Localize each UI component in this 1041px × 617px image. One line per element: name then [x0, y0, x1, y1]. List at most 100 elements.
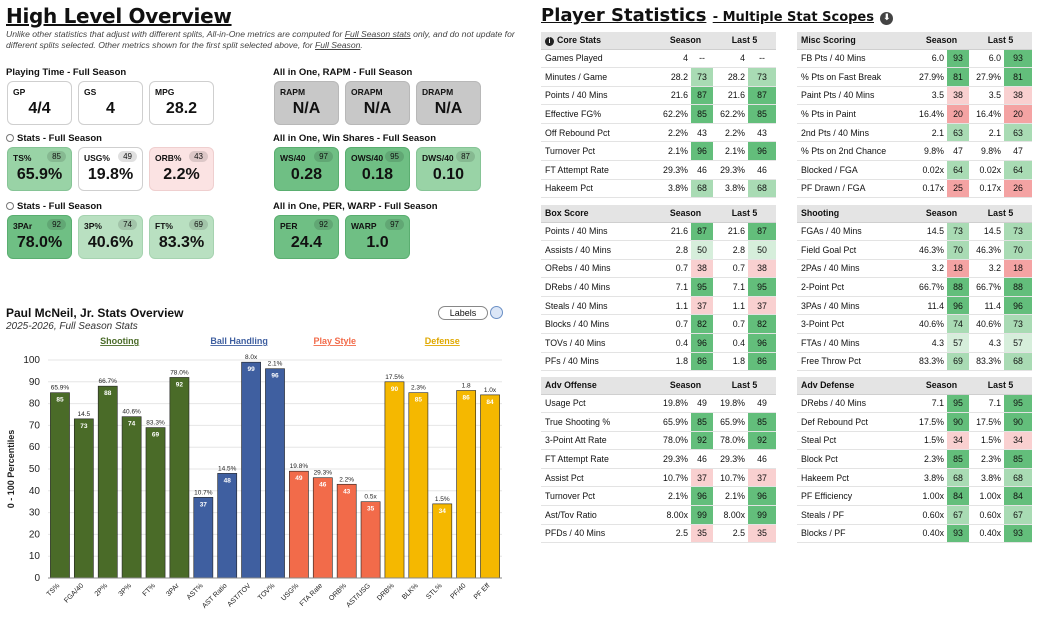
note-text: only, and do not update for different sp…: [6, 29, 515, 50]
radio-icon[interactable]: [6, 202, 14, 210]
column-header-season: Season: [914, 205, 970, 223]
last5-value: 78.0%: [713, 431, 749, 451]
table-header-row: Adv Offense Season Last 5: [541, 377, 777, 395]
card-label: ORAPM: [351, 87, 383, 97]
last5-value: 8.00x: [713, 505, 749, 525]
season-percentile: 96: [691, 141, 714, 162]
table-title-cell: Box Score: [541, 205, 658, 223]
season-value: 27.9%: [914, 67, 947, 87]
full-season-link[interactable]: Full Season stats: [344, 29, 411, 39]
table-title: Box Score: [545, 208, 589, 219]
radio-icon[interactable]: [6, 134, 14, 142]
y-tick-label: 80: [29, 399, 41, 410]
stat-name: Blocks / PF: [797, 524, 914, 544]
last5-percentile: 87: [748, 222, 777, 242]
chart-title: Paul McNeil, Jr. Stats Overview: [6, 306, 184, 320]
last5-value: 28.2: [713, 67, 749, 87]
x-tick-label: FT%: [142, 582, 157, 597]
stat-name: Points / 40 Mins: [541, 222, 658, 242]
season-value: 6.0: [914, 49, 947, 69]
last5-percentile: 37: [748, 468, 777, 488]
season-value: 0.17x: [914, 179, 947, 199]
last5-percentile: 81: [1004, 67, 1033, 87]
bar-percentile-label: 90: [391, 386, 399, 393]
season-percentile: 74: [947, 314, 970, 335]
season-percentile: 82: [691, 314, 714, 335]
season-value: 29.3%: [658, 449, 691, 469]
bar-percentile-label: 86: [463, 395, 471, 402]
percentile-badge: 95: [385, 151, 404, 162]
season-percentile: 46: [691, 449, 714, 469]
season-percentile: 63: [947, 123, 970, 143]
bar-percentile-label: 73: [80, 423, 88, 430]
stat-name: Points / 40 Mins: [541, 86, 658, 106]
table-row: Minutes / Game 28.2 73 28.2 73: [541, 67, 777, 87]
stat-name: Off Rebound Pct: [541, 123, 658, 143]
table-row: Assist Pct 10.7% 37 10.7% 37: [541, 468, 777, 488]
last5-percentile: --: [748, 49, 777, 69]
last5-value: 29.3%: [713, 449, 749, 469]
info-icon[interactable]: i: [545, 36, 554, 46]
season-percentile: 67: [947, 505, 970, 525]
last5-percentile: 63: [1004, 123, 1033, 143]
stat-name: Free Throw Pct: [797, 352, 914, 372]
table-row: Hakeem Pct 3.8% 68 3.8% 68: [797, 468, 1033, 488]
stat-name: 3-Point Att Rate: [541, 431, 658, 451]
note-text: .: [360, 40, 363, 50]
download-icon[interactable]: ⬇: [880, 12, 894, 25]
season-value: 1.1: [658, 296, 691, 316]
stat-name: Blocks / 40 Mins: [541, 314, 658, 335]
bar-ft-: [145, 427, 166, 579]
y-tick-label: 90: [29, 377, 41, 388]
bar-raw-label: 19.8%: [290, 463, 309, 470]
season-percentile: 70: [947, 240, 970, 260]
bar-percentile-label: 88: [104, 390, 112, 397]
season-value: 2.5: [658, 524, 691, 544]
table-row: True Shooting % 65.9% 85 65.9% 85: [541, 412, 777, 432]
card-label: GS: [84, 87, 97, 97]
stat-name: ORebs / 40 Mins: [541, 259, 658, 279]
season-value: 0.02x: [914, 160, 947, 180]
bar-percentile-label: 43: [343, 488, 351, 495]
season-value: 21.6: [658, 222, 691, 242]
table-row: Turnover Pct 2.1% 96 2.1% 96: [541, 141, 777, 162]
stat-card-dws-40: DWS/40 87 0.10: [416, 147, 481, 191]
last5-value: 27.9%: [969, 67, 1005, 87]
table-row: FT Attempt Rate 29.3% 46 29.3% 46: [541, 449, 777, 469]
bar-raw-label: 83.3%: [146, 420, 165, 427]
last5-value: 0.7: [713, 259, 749, 279]
table-title-cell: Adv Defense: [797, 377, 914, 395]
season-value: 10.7%: [658, 468, 691, 488]
bar-raw-label: 8.0x: [245, 354, 258, 361]
season-value: 66.7%: [914, 277, 947, 297]
season-percentile: 34: [947, 431, 970, 451]
percentile-badge: 85: [47, 151, 66, 162]
bar-percentile-label: 69: [152, 432, 160, 439]
stat-card-warp: WARP 97 1.0: [345, 215, 410, 259]
x-tick-label: TOV%: [257, 582, 276, 601]
last5-value: 16.4%: [969, 104, 1005, 124]
last5-percentile: 67: [1004, 505, 1033, 525]
card-value: 4: [106, 100, 115, 117]
bar-usg-: [289, 470, 309, 579]
labels-toggle-switch[interactable]: [490, 306, 503, 319]
table-row: PFs / 40 Mins 1.8 86 1.8 86: [541, 352, 777, 372]
season-percentile: 18: [947, 259, 970, 279]
table-row: Hakeem Pct 3.8% 68 3.8% 68: [541, 179, 777, 199]
season-percentile: 38: [947, 86, 970, 106]
labels-toggle-button[interactable]: Labels: [438, 306, 488, 320]
bar-raw-label: 78.0%: [170, 369, 189, 376]
column-header-last5: Last 5: [713, 377, 777, 395]
x-tick-label: STL%: [425, 582, 443, 600]
full-season-link[interactable]: Full Season: [315, 40, 361, 50]
x-tick-label: AST Ratio: [201, 582, 228, 609]
season-value: 19.8%: [658, 394, 691, 414]
bar-raw-label: 2.3%: [411, 385, 426, 392]
season-value: 78.0%: [658, 431, 691, 451]
card-value: 28.2: [165, 100, 198, 117]
season-percentile: 96: [947, 296, 970, 316]
card-value: 65.9%: [16, 166, 63, 183]
percentile-badge: 92: [314, 219, 333, 230]
stat-name: PFs / 40 Mins: [541, 352, 658, 372]
stat-card-ft-: FT% 69 83.3%: [149, 215, 214, 259]
